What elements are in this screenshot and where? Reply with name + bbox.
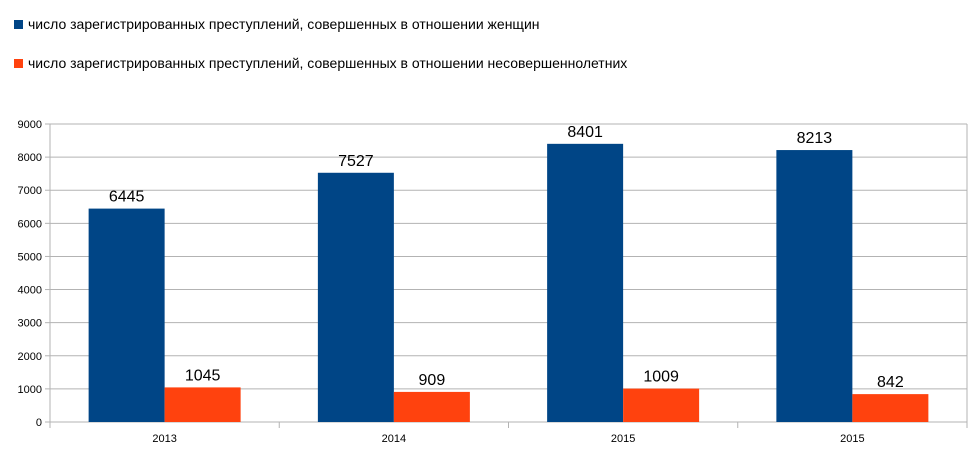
bar-minors-2015: [852, 394, 929, 422]
bar-minors-2015: [623, 388, 700, 422]
bar-women-2015: [776, 150, 853, 422]
y-tick-label: 1000: [18, 384, 42, 396]
legend: число зарегистрированных преступлений, с…: [14, 14, 627, 92]
y-tick-label: 9000: [18, 119, 42, 131]
legend-label-women: число зарегистрированных преступлений, с…: [28, 16, 540, 32]
x-tick-label: 2013: [152, 433, 176, 445]
bar-minors-2013: [164, 387, 241, 422]
data-label: 1045: [185, 367, 221, 384]
y-tick-label: 7000: [18, 185, 42, 197]
data-label: 6445: [109, 189, 145, 206]
y-tick-label: 0: [36, 417, 42, 429]
x-tick-label: 2015: [840, 433, 864, 445]
x-tick-label: 2015: [611, 433, 635, 445]
x-tick-label: 2014: [382, 433, 406, 445]
bar-women-2014: [317, 172, 394, 422]
data-label: 7527: [338, 153, 374, 170]
data-label: 1009: [643, 369, 679, 386]
data-label: 8401: [567, 124, 603, 141]
y-tick-label: 6000: [18, 218, 42, 230]
legend-swatch-women: [14, 19, 23, 29]
legend-swatch-minors: [14, 58, 23, 68]
bar-minors-2014: [393, 391, 470, 422]
y-tick-label: 2000: [18, 351, 42, 363]
bar-women-2013: [88, 208, 165, 422]
y-tick-label: 3000: [18, 318, 42, 330]
legend-label-minors: число зарегистрированных преступлений, с…: [28, 55, 628, 71]
legend-item-minors: число зарегистрированных преступлений, с…: [14, 53, 627, 73]
data-label: 909: [419, 372, 446, 389]
y-tick-label: 5000: [18, 251, 42, 263]
y-tick-label: 4000: [18, 285, 42, 297]
y-tick-label: 8000: [18, 152, 42, 164]
bar-women-2015: [547, 143, 624, 422]
legend-item-women: число зарегистрированных преступлений, с…: [14, 14, 627, 34]
data-label: 842: [877, 374, 904, 391]
data-label: 8213: [797, 130, 833, 147]
